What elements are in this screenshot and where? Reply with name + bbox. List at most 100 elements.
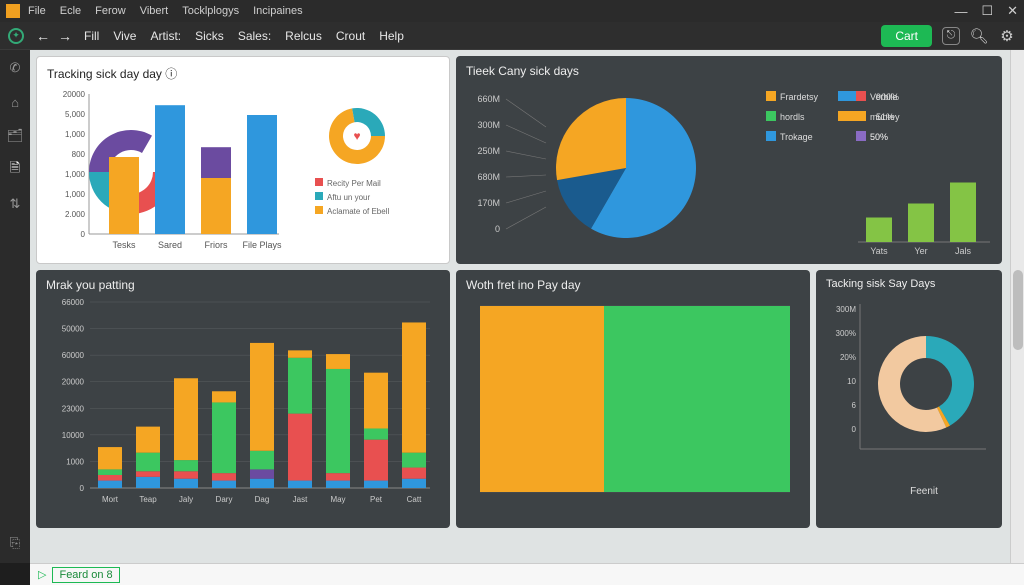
- card-title: Tacking sisk Say Days: [826, 278, 992, 290]
- svg-text:10: 10: [847, 377, 856, 386]
- main-menu: File Ecle Ferow Vibert Tocklplogys Incipaines: [28, 5, 303, 17]
- svg-text:Jast: Jast: [293, 495, 308, 504]
- svg-text:Feenit: Feenit: [910, 486, 938, 497]
- menu-vibert[interactable]: Vibert: [140, 5, 169, 17]
- toolbar-relcus[interactable]: Relcus: [285, 29, 322, 43]
- svg-text:May: May: [330, 495, 345, 504]
- card-tracking-sick-day: Tracking sick day day ⓘ 20000 5,000 1,000 8…: [36, 56, 450, 264]
- swap-icon[interactable]: ⇅: [7, 196, 23, 212]
- svg-text:66000: 66000: [62, 298, 85, 307]
- export-icon[interactable]: ⎋: [942, 27, 960, 45]
- title-bar: File Ecle Ferow Vibert Tocklplogys Incipaines…: [0, 0, 1024, 22]
- card-title: Tracking sick day day ⓘ: [47, 65, 439, 82]
- svg-text:660M: 660M: [477, 94, 500, 104]
- toolbar: ✦ ← → Fill Vive Artist: Sicks Sales: Relcus Cr…: [0, 22, 1024, 50]
- svg-text:Aclamate of Ebell: Aclamate of Ebell: [327, 207, 389, 216]
- svg-text:1,000: 1,000: [65, 170, 86, 179]
- svg-text:680M: 680M: [477, 172, 500, 182]
- collapse-icon[interactable]: ⎘: [7, 535, 23, 551]
- svg-text:Pet: Pet: [370, 495, 383, 504]
- svg-text:muntey: muntey: [870, 112, 900, 122]
- svg-text:Catt: Catt: [407, 495, 422, 504]
- svg-text:23000: 23000: [62, 404, 85, 413]
- svg-text:Aftu un your: Aftu un your: [327, 193, 370, 202]
- svg-text:Yats: Yats: [870, 246, 888, 256]
- forward-icon[interactable]: →: [58, 28, 72, 44]
- svg-text:Trokage: Trokage: [780, 132, 813, 142]
- toolbar-crout[interactable]: Crout: [336, 29, 365, 43]
- svg-text:2.000: 2.000: [65, 210, 86, 219]
- settings-icon[interactable]: ⚙: [998, 27, 1016, 45]
- svg-text:300%: 300%: [836, 329, 856, 338]
- toolbar-vive[interactable]: Vive: [113, 29, 136, 43]
- svg-text:Yer: Yer: [914, 246, 927, 256]
- card-woth-pay-day: Woth fret ino Pay day: [456, 270, 810, 528]
- note-icon[interactable]: 🗎: [7, 162, 23, 178]
- app-logo-icon: [6, 4, 20, 18]
- toolbar-sales[interactable]: Sales:: [238, 29, 271, 43]
- status-text: Feard on 8: [52, 567, 119, 583]
- svg-text:Verbile: Verbile: [870, 92, 898, 102]
- card-mrak-patting: Mrak you patting 66000500006000020000230…: [36, 270, 450, 528]
- search-icon[interactable]: 🔍︎: [970, 27, 988, 45]
- svg-text:♥: ♥: [353, 129, 360, 143]
- svg-text:170M: 170M: [477, 198, 500, 208]
- svg-text:0: 0: [495, 224, 500, 234]
- svg-text:20%: 20%: [840, 353, 856, 362]
- menu-tocklplogys[interactable]: Tocklplogys: [182, 5, 239, 17]
- svg-text:Jals: Jals: [955, 246, 972, 256]
- svg-text:800: 800: [72, 150, 86, 159]
- menu-ferow[interactable]: Ferow: [95, 5, 126, 17]
- svg-text:5,000: 5,000: [65, 110, 86, 119]
- toolbar-fill[interactable]: Fill: [84, 29, 99, 43]
- svg-text:1,000: 1,000: [65, 190, 86, 199]
- minimize-icon[interactable]: —: [954, 4, 967, 19]
- toolbar-help[interactable]: Help: [379, 29, 404, 43]
- svg-text:Friors: Friors: [205, 240, 228, 250]
- maximize-icon[interactable]: ☐: [981, 3, 993, 19]
- nav-arrows: ← →: [36, 28, 72, 44]
- home-icon[interactable]: ⌂: [7, 94, 23, 110]
- svg-text:Dag: Dag: [255, 495, 270, 504]
- brand-icon: ✦: [8, 28, 24, 44]
- svg-text:300M: 300M: [477, 120, 500, 130]
- svg-text:File Plays: File Plays: [242, 240, 282, 250]
- svg-text:Frardetsy: Frardetsy: [780, 92, 819, 102]
- close-icon[interactable]: ✕: [1007, 3, 1018, 19]
- svg-text:Teap: Teap: [139, 495, 157, 504]
- scrollbar-thumb[interactable]: [1013, 270, 1023, 350]
- svg-text:Recity Per Mail: Recity Per Mail: [327, 179, 381, 188]
- window-controls: — ☐ ✕: [954, 3, 1018, 19]
- svg-text:50%: 50%: [870, 132, 888, 142]
- svg-text:1,000: 1,000: [65, 130, 86, 139]
- svg-text:Sared: Sared: [158, 240, 182, 250]
- toolbar-artist[interactable]: Artist:: [150, 29, 181, 43]
- dashboard-canvas: Tracking sick day day ⓘ 20000 5,000 1,000 8…: [30, 50, 1024, 563]
- status-bar: ▷ Feard on 8: [30, 563, 1024, 585]
- vertical-scrollbar[interactable]: [1010, 50, 1024, 563]
- svg-text:0: 0: [80, 484, 85, 493]
- svg-text:50000: 50000: [62, 325, 85, 334]
- play-icon[interactable]: ▷: [38, 568, 46, 581]
- svg-text:6: 6: [852, 401, 857, 410]
- svg-text:Jaly: Jaly: [179, 495, 193, 504]
- menu-file[interactable]: File: [28, 5, 46, 17]
- briefcase-icon[interactable]: 🗂: [7, 128, 23, 144]
- toolbar-sicks[interactable]: Sicks: [195, 29, 224, 43]
- menu-incipaines[interactable]: Incipaines: [253, 5, 303, 17]
- svg-text:0: 0: [852, 425, 857, 434]
- svg-text:20000: 20000: [62, 378, 85, 387]
- card-title: Tieek Cany sick days: [466, 64, 992, 78]
- svg-text:300M: 300M: [836, 305, 856, 314]
- svg-text:250M: 250M: [477, 146, 500, 156]
- card-title: Woth fret ino Pay day: [466, 278, 800, 292]
- card-tacking-sisk: Tacking sisk Say Days 300M 300% 20% 10 6 0 Fee…: [816, 270, 1002, 528]
- svg-text:60000: 60000: [62, 351, 85, 360]
- svg-text:Dary: Dary: [216, 495, 233, 504]
- menu-ecle[interactable]: Ecle: [60, 5, 81, 17]
- phone-icon[interactable]: ✆: [7, 60, 23, 76]
- cart-button[interactable]: Cart: [881, 25, 932, 47]
- back-icon[interactable]: ←: [36, 28, 50, 44]
- svg-text:10000: 10000: [62, 431, 85, 440]
- svg-text:20000: 20000: [63, 90, 86, 99]
